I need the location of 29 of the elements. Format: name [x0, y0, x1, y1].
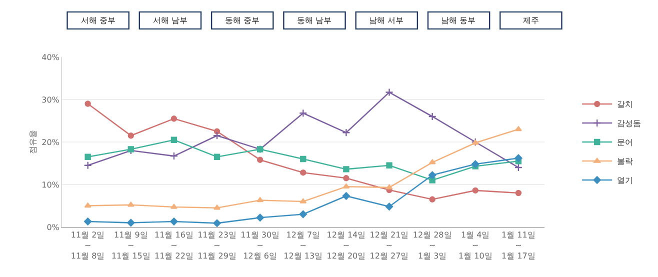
- text: 제주: [523, 16, 539, 25]
- legend-label: 열기: [617, 176, 634, 186]
- x-tick-label: 11월 9일 ~ 11월 15일: [111, 230, 150, 260]
- text: 동해 중부: [225, 16, 260, 25]
- y-axis-title: 점유율: [28, 130, 38, 154]
- x-tick-label: 12월 7일 ~ 12월 13일: [284, 230, 323, 260]
- y-tick-label: 30%: [42, 95, 60, 104]
- x-tick-label: 11월 30일 ~ 12월 6일: [240, 230, 280, 260]
- x-tick-label: 12월 28일 ~ 1월 3일: [412, 230, 452, 260]
- x-tick-label: 11월 2일 ~ 11월 8일: [70, 230, 105, 260]
- text: 동해 남부: [297, 16, 332, 25]
- y-tick-label: 10%: [42, 180, 60, 190]
- x-tick-label: 12월 14일 ~ 12월 20일: [326, 230, 366, 260]
- x-tick-label: 11월 23일 ~ 11월 29일: [198, 230, 236, 260]
- text: 남해 동부: [441, 16, 476, 25]
- legend-label: 갈치: [617, 100, 634, 110]
- y-tick-label: 0%: [46, 222, 60, 232]
- text: 남해 서부: [369, 16, 404, 25]
- legend-label: 문어: [617, 138, 634, 148]
- x-tick-label: 11월 16일 ~ 11월 22일: [154, 230, 194, 260]
- y-tick-label: 20%: [42, 138, 60, 147]
- x-tick-label: 1월 4일 ~ 1월 10일: [458, 230, 492, 260]
- text: 서해 남부: [153, 16, 188, 25]
- legend-label: 감성돔: [617, 119, 642, 128]
- x-tick-label: 1월 11일 ~ 1월 17일: [502, 230, 536, 260]
- legend-label: 볼락: [617, 157, 634, 166]
- text: 서해 중부: [81, 16, 116, 25]
- y-tick-label: 40%: [42, 52, 60, 62]
- x-tick-label: 12월 21일 ~ 12월 27일: [370, 230, 409, 260]
